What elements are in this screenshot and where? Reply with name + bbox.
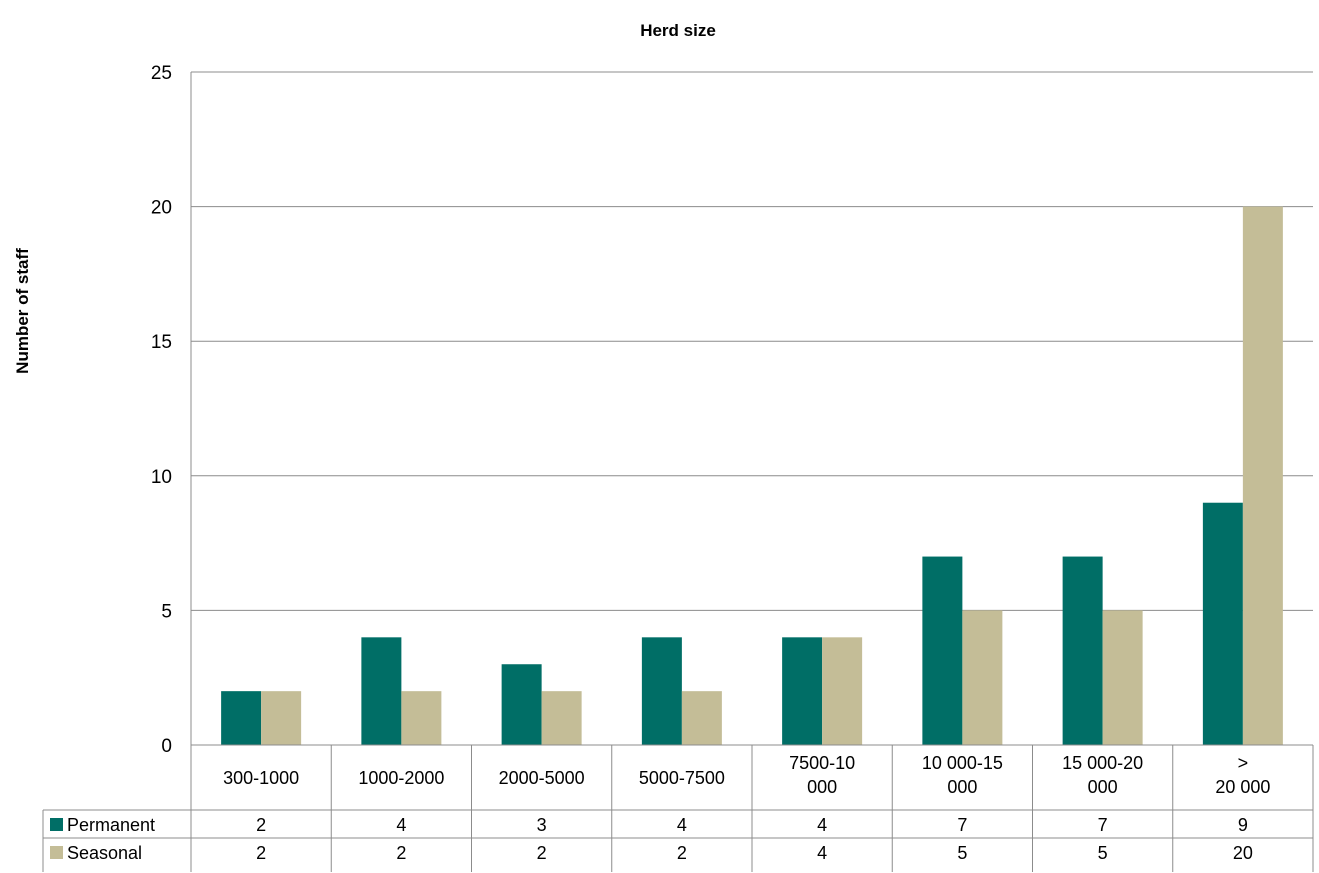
y-tick-label: 0 [161,736,172,757]
bar-seasonal [261,691,302,745]
bar-seasonal [962,610,1003,745]
data-table: 300-1000 1000-2000 2000-5000 5000-7500 7500-… [42,744,1314,872]
y-axis-label: Number of staff [13,248,32,374]
bar-seasonal [541,691,582,745]
legend-swatch-permanent [50,818,63,831]
bar-permanent [221,691,262,745]
bar-permanent [1062,556,1103,745]
bar-permanent [641,637,682,745]
data-label: 2 [537,843,547,863]
data-label: 7 [957,815,967,835]
legend-label-seasonal: Seasonal [67,843,142,863]
y-tick-label: 25 [151,63,172,84]
data-label: 4 [396,815,406,835]
data-label: 2 [396,843,406,863]
category-label: 7500-10 [789,753,855,773]
data-label: 3 [537,815,547,835]
y-tick-labels: 0 5 10 15 20 25 [151,63,172,757]
data-label: 20 [1233,843,1253,863]
bar-permanent [501,664,542,745]
category-label: 300-1000 [223,768,299,788]
bar-seasonal [681,691,722,745]
category-label: 000 [947,777,977,797]
category-label: 000 [1088,777,1118,797]
bar-permanent [922,556,963,745]
y-tick-label: 5 [161,601,172,622]
bar-permanent [361,637,402,745]
category-label: 5000-7500 [639,768,725,788]
gridlines [190,71,1313,745]
data-label: 5 [957,843,967,863]
category-label: 2000-5000 [499,768,585,788]
y-tick-label: 15 [151,332,172,353]
data-label: 2 [256,815,266,835]
bars [221,206,1283,746]
data-label: 2 [677,843,687,863]
bar-permanent [1202,502,1243,745]
category-label: 1000-2000 [358,768,444,788]
data-label: 4 [677,815,687,835]
bar-permanent [782,637,823,745]
y-tick-label: 20 [151,198,172,219]
bar-seasonal [822,637,863,745]
legend-label-permanent: Permanent [67,815,155,835]
bar-seasonal [1102,610,1143,745]
data-label: 9 [1238,815,1248,835]
data-label: 2 [256,843,266,863]
bar-seasonal [401,691,442,745]
chart-title: Herd size [640,21,716,40]
category-label: 10 000-15 [922,753,1003,773]
category-label: 20 000 [1215,777,1270,797]
data-label: 7 [1098,815,1108,835]
data-label: 4 [817,815,827,835]
data-label: 4 [817,843,827,863]
category-label: > [1238,753,1249,773]
category-label: 000 [807,777,837,797]
y-tick-label: 10 [151,467,172,488]
legend-swatch-seasonal [50,846,63,859]
bar-seasonal [1242,206,1283,746]
data-label: 5 [1098,843,1108,863]
category-label: 15 000-20 [1062,753,1143,773]
